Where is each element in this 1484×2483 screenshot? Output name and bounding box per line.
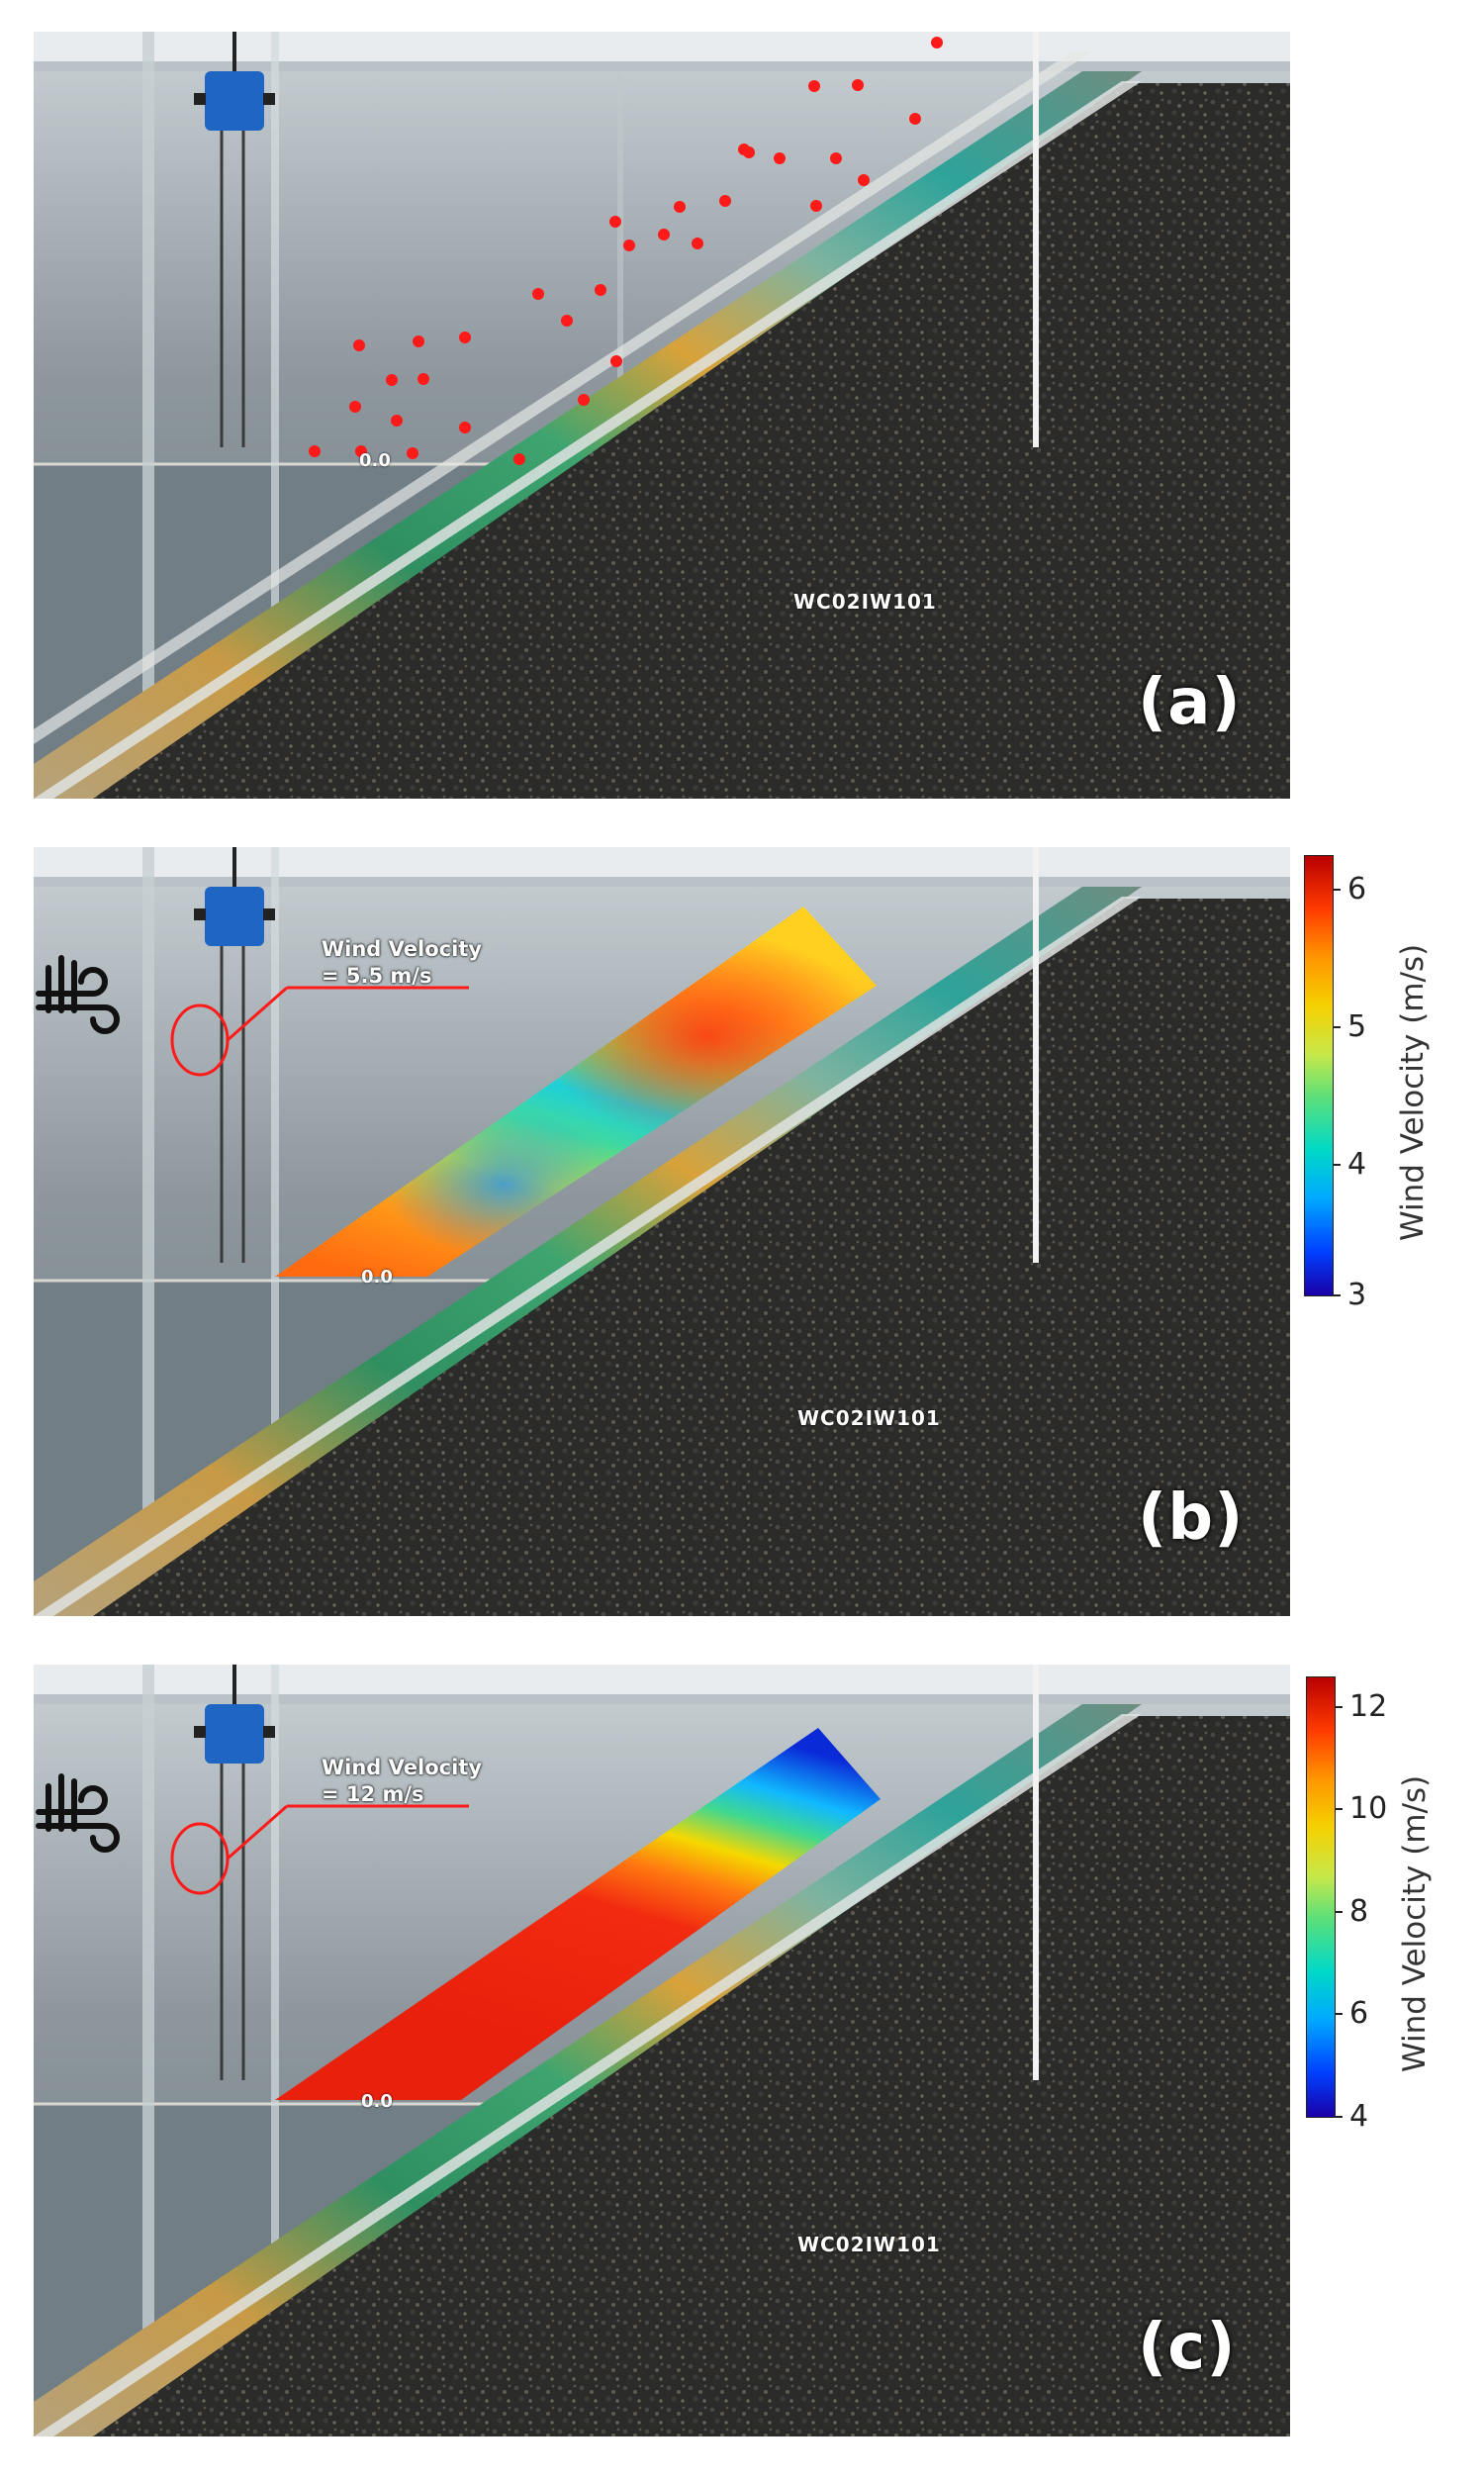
panel-label-c: (c) <box>1138 2311 1237 2384</box>
measurement-point <box>353 339 365 351</box>
colorbar-c: 12 10 8 6 4 Wind Velocity (m/s) <box>1306 1676 1454 2132</box>
measurement-point <box>609 216 621 228</box>
panel-a: 0.0 WC02IW101 (a) <box>34 32 1290 799</box>
panel-label-a: (a) <box>1138 666 1242 739</box>
measurement-point <box>513 453 525 465</box>
zero-label: 0.0 <box>361 2091 393 2112</box>
measurement-point <box>532 288 544 300</box>
colorbar-c-gradient <box>1306 1676 1336 2118</box>
wind-velocity-note: Wind Velocity = 12 m/s <box>322 1755 482 1808</box>
colorbar-b-title: Wind Velocity (m/s) <box>1395 943 1431 1241</box>
measurement-point <box>719 195 731 207</box>
panel-label-b: (b) <box>1138 1481 1245 1555</box>
colorbar-c-tick: 12 <box>1349 1689 1388 1724</box>
measurement-point <box>610 355 622 367</box>
measurement-point <box>561 315 573 327</box>
measurement-point <box>810 200 822 212</box>
tick-mark <box>1334 1294 1341 1296</box>
colorbar-c-tick: 4 <box>1349 2099 1369 2134</box>
measurement-point <box>931 37 943 48</box>
colorbar-b-tick: 4 <box>1347 1147 1367 1182</box>
measurement-point <box>413 335 424 347</box>
measurement-point <box>578 394 590 406</box>
model-code: WC02IW101 <box>797 2233 941 2256</box>
measurement-point <box>774 152 786 164</box>
velocity-field-b <box>275 907 877 1277</box>
measurement-markers <box>309 37 943 465</box>
measurement-point <box>391 415 403 427</box>
wind-velocity-label: Wind Velocity <box>322 1756 483 1779</box>
measurement-point <box>692 238 703 249</box>
wind-icon <box>36 1773 120 1853</box>
colorbar-b-tick: 3 <box>1347 1278 1367 1312</box>
zero-label: 0.0 <box>359 450 391 471</box>
measurement-point <box>595 284 606 296</box>
measurement-point <box>830 152 842 164</box>
tick-mark <box>1336 1911 1343 1913</box>
measurement-point <box>459 422 471 433</box>
wind-velocity-value: = 5.5 m/s <box>322 964 432 988</box>
measurement-point <box>658 229 670 240</box>
flume-photo-c <box>34 1665 1290 2436</box>
measurement-point <box>674 201 686 213</box>
wind-velocity-label: Wind Velocity <box>322 937 483 961</box>
tick-mark <box>1336 1808 1343 1810</box>
tick-mark <box>1334 889 1341 891</box>
tick-mark <box>1336 2013 1343 2015</box>
flume-photo-b <box>34 847 1290 1616</box>
tick-mark <box>1336 1706 1343 1708</box>
measurement-point <box>417 373 429 385</box>
wind-velocity-note: Wind Velocity = 5.5 m/s <box>322 936 482 990</box>
measurement-point <box>459 332 471 343</box>
colorbar-c-title: Wind Velocity (m/s) <box>1397 1774 1433 2072</box>
colorbar-c-tick: 8 <box>1349 1894 1369 1929</box>
colorbar-b: 6 5 4 3 Wind Velocity (m/s) <box>1304 855 1452 1310</box>
velocity-field-c <box>275 1728 881 2100</box>
colorbar-c-tick: 6 <box>1349 1996 1369 2031</box>
probe-b <box>194 847 275 1263</box>
measurement-point <box>852 79 864 91</box>
callout-line <box>227 1804 288 1861</box>
colorbar-b-tick: 6 <box>1347 872 1367 907</box>
measurement-point <box>349 401 361 413</box>
measurement-point <box>623 239 635 251</box>
panel-b: Wind Velocity = 5.5 m/s 0.0 WC02IW101 (b… <box>34 847 1290 1616</box>
tick-mark <box>1334 1164 1341 1166</box>
colorbar-b-tick: 5 <box>1347 1009 1367 1044</box>
measurement-point <box>386 374 398 386</box>
measurement-point <box>309 445 321 457</box>
tick-mark <box>1336 2116 1343 2118</box>
model-code: WC02IW101 <box>793 590 937 614</box>
probe-c <box>194 1665 275 2080</box>
callout-line <box>227 986 288 1042</box>
measurement-point <box>909 113 921 125</box>
zero-label: 0.0 <box>361 1267 393 1288</box>
measurement-point <box>738 143 750 155</box>
tick-mark <box>1334 1026 1341 1028</box>
colorbar-b-gradient <box>1304 855 1334 1296</box>
panel-c: Wind Velocity = 12 m/s 0.0 WC02IW101 (c) <box>34 1665 1290 2436</box>
wind-velocity-value: = 12 m/s <box>322 1782 424 1806</box>
model-code: WC02IW101 <box>797 1406 941 1430</box>
measurement-point <box>808 80 820 92</box>
flume-photo-a <box>34 32 1290 799</box>
wind-icon <box>36 955 120 1034</box>
probe-a <box>194 32 275 447</box>
colorbar-c-tick: 10 <box>1349 1791 1388 1826</box>
measurement-point <box>407 447 418 459</box>
measurement-point <box>858 174 870 186</box>
measurement-point <box>355 445 367 457</box>
